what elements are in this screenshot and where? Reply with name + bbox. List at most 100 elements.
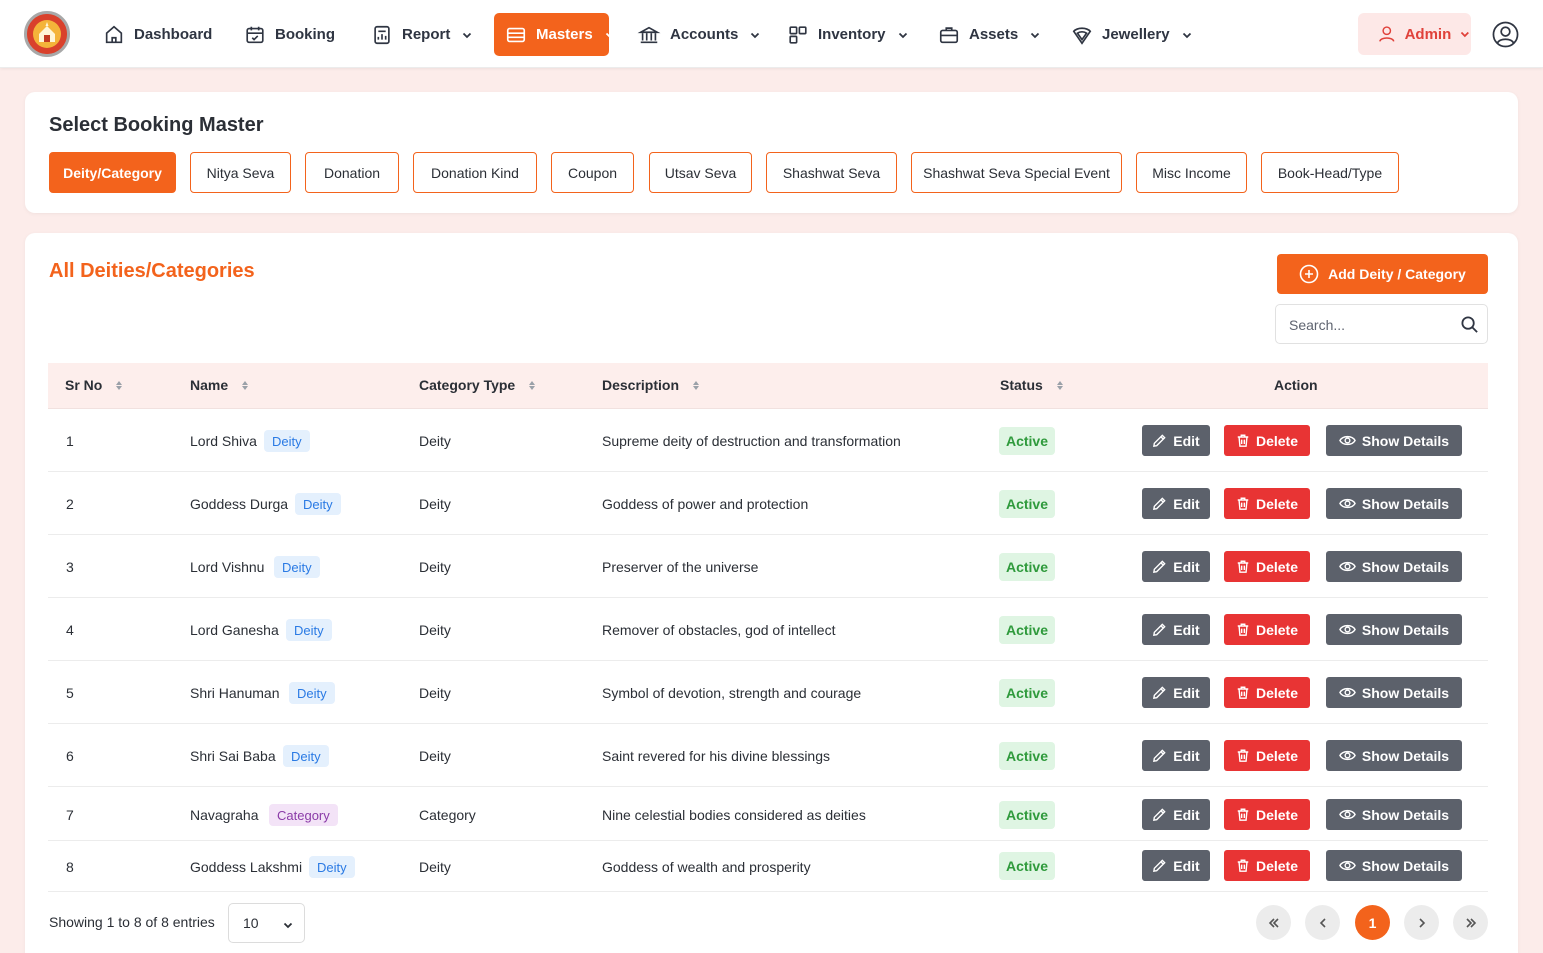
nav-masters[interactable]: Masters xyxy=(494,13,614,56)
nav-accounts[interactable]: Accounts xyxy=(627,13,771,56)
nav-booking[interactable]: Booking xyxy=(234,13,345,56)
pencil-icon xyxy=(1153,434,1166,447)
delete-label: Delete xyxy=(1255,747,1299,764)
show-details-button[interactable]: Show Details xyxy=(1326,488,1462,519)
eye-icon xyxy=(1339,687,1356,698)
eye-icon xyxy=(1339,809,1356,820)
row-name: Goddess Lakshmi xyxy=(190,859,303,875)
first-page-button[interactable] xyxy=(1256,905,1291,940)
column-sr-no[interactable]: Sr No xyxy=(65,377,123,393)
column-name[interactable]: Name xyxy=(190,377,249,393)
edit-button[interactable]: Edit xyxy=(1142,740,1210,771)
column-description-label: Description xyxy=(602,377,680,393)
page-length-select[interactable]: 10 xyxy=(228,903,305,943)
table-row: 5 Shri Hanuman Deity Deity Symbol of dev… xyxy=(48,661,1488,724)
trash-icon xyxy=(1237,686,1249,699)
deity-tag: Deity xyxy=(286,619,332,641)
column-category-type-label: Category Type xyxy=(419,377,516,393)
nav-dashboard[interactable]: Dashboard xyxy=(93,13,222,56)
masters-icon xyxy=(506,27,526,42)
column-category-type[interactable]: Category Type xyxy=(419,377,536,393)
profile-icon[interactable] xyxy=(1492,21,1519,48)
delete-button[interactable]: Delete xyxy=(1224,850,1310,881)
master-utsav-seva-button[interactable]: Utsav Seva xyxy=(649,152,752,193)
column-description[interactable]: Description xyxy=(602,377,700,393)
add-deity-category-button[interactable]: Add Deity / Category xyxy=(1277,254,1488,294)
delete-button[interactable]: Delete xyxy=(1224,614,1310,645)
show-details-button[interactable]: Show Details xyxy=(1326,799,1462,830)
master-book-head-type-button[interactable]: Book-Head/Type xyxy=(1261,152,1399,193)
trash-icon xyxy=(1237,749,1249,762)
delete-button[interactable]: Delete xyxy=(1224,740,1310,771)
delete-button[interactable]: Delete xyxy=(1224,551,1310,582)
master-deity-category-button[interactable]: Deity/Category xyxy=(49,152,176,193)
admin-menu[interactable]: Admin xyxy=(1358,13,1471,55)
temple-logo[interactable] xyxy=(24,11,70,57)
master-shashwat-special-event-button[interactable]: Shashwat Seva Special Event xyxy=(911,152,1122,193)
pencil-icon xyxy=(1153,623,1166,636)
chevron-left-icon xyxy=(1319,917,1326,928)
edit-button[interactable]: Edit xyxy=(1142,850,1210,881)
nav-dashboard-label: Dashboard xyxy=(134,26,213,43)
edit-button[interactable]: Edit xyxy=(1142,551,1210,582)
edit-label: Edit xyxy=(1173,684,1200,701)
prev-page-button[interactable] xyxy=(1305,905,1340,940)
nav-inventory-label: Inventory xyxy=(818,26,886,43)
chevron-down-icon xyxy=(1182,32,1191,38)
calendar-icon xyxy=(246,26,264,43)
delete-button[interactable]: Delete xyxy=(1224,677,1310,708)
master-donation-kind-button[interactable]: Donation Kind xyxy=(413,152,537,193)
master-nitya-seva-button[interactable]: Nitya Seva xyxy=(190,152,291,193)
edit-button[interactable]: Edit xyxy=(1142,799,1210,830)
delete-label: Delete xyxy=(1255,495,1299,512)
deity-tag: Deity xyxy=(309,856,355,878)
pencil-icon xyxy=(1153,497,1166,510)
master-donation-button[interactable]: Donation xyxy=(305,152,399,193)
trash-icon xyxy=(1237,808,1249,821)
nav-inventory[interactable]: Inventory xyxy=(777,13,919,56)
show-details-button[interactable]: Show Details xyxy=(1326,614,1462,645)
master-coupon-button[interactable]: Coupon xyxy=(551,152,634,193)
delete-label: Delete xyxy=(1255,621,1299,638)
nav-accounts-label: Accounts xyxy=(670,26,739,43)
show-details-button[interactable]: Show Details xyxy=(1326,740,1462,771)
admin-label: Admin xyxy=(1404,25,1452,43)
page-button-current[interactable]: 1 xyxy=(1355,905,1390,940)
nav-jewellery[interactable]: Jewellery xyxy=(1061,13,1203,56)
master-shashwat-seva-button[interactable]: Shashwat Seva xyxy=(766,152,897,193)
show-details-button[interactable]: Show Details xyxy=(1326,677,1462,708)
delete-button[interactable]: Delete xyxy=(1224,425,1310,456)
show-details-label: Show Details xyxy=(1361,857,1450,874)
nav-report[interactable]: Report xyxy=(361,13,483,56)
edit-button[interactable]: Edit xyxy=(1142,614,1210,645)
delete-button[interactable]: Delete xyxy=(1224,799,1310,830)
search-icon[interactable] xyxy=(1460,315,1479,334)
sort-icon xyxy=(242,380,249,390)
master-misc-income-button[interactable]: Misc Income xyxy=(1136,152,1247,193)
user-icon xyxy=(1379,26,1395,42)
inventory-icon xyxy=(789,25,807,44)
next-page-button[interactable] xyxy=(1404,905,1439,940)
nav-assets[interactable]: Assets xyxy=(928,13,1051,56)
last-page-button[interactable] xyxy=(1453,905,1488,940)
row-sr-no: 6 xyxy=(66,748,74,764)
sort-icon xyxy=(693,380,700,390)
show-details-button[interactable]: Show Details xyxy=(1326,425,1462,456)
nav-report-label: Report xyxy=(402,26,451,43)
show-details-button[interactable]: Show Details xyxy=(1326,551,1462,582)
edit-label: Edit xyxy=(1173,621,1200,638)
delete-label: Delete xyxy=(1255,857,1299,874)
delete-label: Delete xyxy=(1255,558,1299,575)
edit-button[interactable]: Edit xyxy=(1142,425,1210,456)
show-details-button[interactable]: Show Details xyxy=(1326,850,1462,881)
sort-icon xyxy=(116,380,123,390)
show-details-label: Show Details xyxy=(1361,621,1450,638)
column-status[interactable]: Status xyxy=(1000,377,1063,393)
edit-button[interactable]: Edit xyxy=(1142,488,1210,519)
edit-button[interactable]: Edit xyxy=(1142,677,1210,708)
deity-tag: Deity xyxy=(283,745,329,767)
eye-icon xyxy=(1339,498,1356,509)
edit-label: Edit xyxy=(1173,558,1200,575)
delete-button[interactable]: Delete xyxy=(1224,488,1310,519)
search-input[interactable] xyxy=(1289,315,1449,335)
